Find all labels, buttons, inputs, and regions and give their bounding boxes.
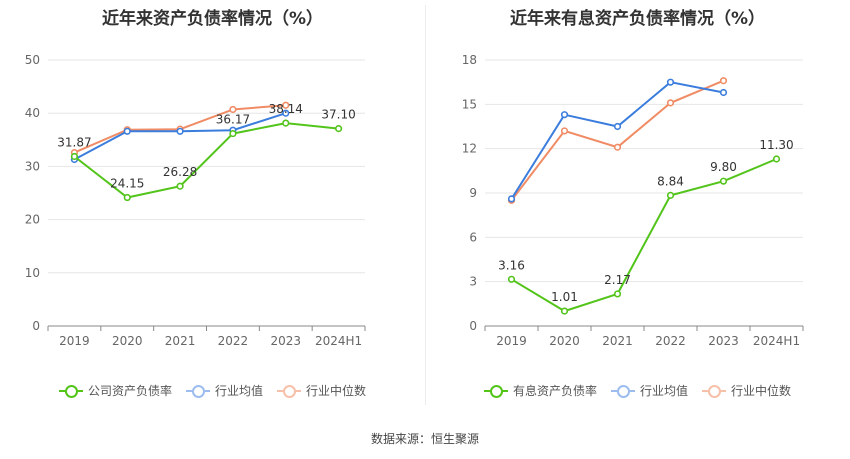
series-point-2 [613,143,622,151]
x-tick-label: 2019 [59,334,90,348]
series-point-1 [507,195,516,203]
interest-debt-ratio-chart: 近年来有息资产负债率情况（%） 0 3 6 9 12 15 18 2019 2020 2021 20… [425,0,850,430]
chart-title: 近年来资产负债率情况（%） [101,9,324,29]
series-point-2 [719,77,728,85]
legend-swatch-icon [702,384,726,398]
x-tick-label: 2020 [549,334,580,348]
series-point-2 [282,101,290,109]
x-tick-label: 2019 [496,334,527,348]
y-tick-label: 0 [32,319,40,333]
series-line-2 [510,79,724,202]
y-tick-label: 40 [25,106,40,120]
legend-item-company[interactable]: 有息资产负债率 [483,382,597,399]
legend-item-industry-median[interactable]: 行业中位数 [702,382,791,399]
x-tick-label: 2022 [655,334,686,348]
y-tick-label: 50 [25,53,40,67]
legend-swatch-icon [610,384,635,398]
series-point-1 [560,111,569,119]
legend-label: 行业均值 [639,384,688,398]
data-label: 8.84 [657,174,684,188]
x-tick-label: 2023 [270,334,301,348]
y-tick-label: 12 [462,142,477,156]
series-point-0 [123,193,131,202]
data-label: 24.15 [110,177,144,191]
x-tick-label: 2020 [112,334,143,348]
data-label: 31.87 [57,135,91,149]
legend-item-industry-median[interactable]: 行业中位数 [277,382,366,399]
series-point-0 [229,129,237,138]
legend-label: 行业均值 [214,384,263,398]
series-point-1 [123,127,131,135]
series-line-0 [73,122,339,199]
series-line-1 [73,112,287,161]
series-point-1 [282,109,290,117]
debt-ratio-plot: 0 10 20 30 40 50 2019 2020 2021 2022 2023 2024H1 31.… [25,53,366,348]
legend-label: 公司资产负债率 [87,384,172,398]
series-line-0 [510,158,777,313]
series-point-2 [666,99,675,107]
legend: 公司资产负债率 行业均值 行业中位数 [0,382,425,399]
legend-label: 行业中位数 [731,384,792,398]
y-tick-label: 20 [25,213,40,227]
chart-title: 近年来有息资产负债率情况（%） [509,9,766,29]
y-tick-label: 6 [469,230,477,244]
series-point-1 [666,78,675,86]
series-point-0 [176,182,184,190]
legend-label: 行业中位数 [306,384,367,398]
series-point-0 [772,155,781,163]
data-label: 9.80 [710,160,737,174]
series-point-1 [719,88,728,97]
y-tick-label: 9 [469,186,477,200]
series-point-0 [334,125,343,133]
chart-divider [425,5,426,405]
interest-debt-ratio-plot: 0 3 6 9 12 15 18 2019 2020 2021 2022 2023 2024H1 3.16… [462,53,804,348]
legend-item-industry-mean[interactable]: 行业均值 [610,382,688,399]
x-tick-label: 2021 [602,334,633,348]
data-label: 3.16 [498,258,525,272]
series-point-2 [560,127,569,135]
series-point-0 [719,177,728,185]
data-label: 26.28 [163,165,197,179]
legend: 有息资产负债率 行业均值 行业中位数 [425,382,850,399]
data-label: 38.14 [269,102,303,116]
series-point-0 [666,191,675,199]
data-label: 36.17 [216,113,250,127]
series-point-2 [229,105,237,114]
y-tick-label: 10 [25,266,40,280]
data-label: 2.17 [604,273,631,287]
y-tick-label: 18 [462,53,477,67]
data-label: 11.30 [759,138,793,152]
y-tick-label: 15 [462,97,477,111]
series-point-0 [613,290,622,298]
series-point-1 [176,127,184,135]
y-tick-label: 30 [25,159,40,173]
y-tick-label: 3 [469,275,477,289]
series-point-0 [282,119,290,127]
y-tick-label: 0 [469,319,477,333]
series-point-0 [70,152,79,161]
x-tick-label: 2022 [218,334,249,348]
x-tick-label: 2021 [165,334,196,348]
series-point-0 [507,275,516,283]
legend-swatch-icon [185,384,210,398]
source-note: 数据来源：恒生聚源 [370,432,479,446]
legend-swatch-icon [277,384,301,398]
x-tick-label: 2024H1 [753,334,800,348]
debt-ratio-chart: 近年来资产负债率情况（%） 0 10 20 30 40 50 2019 2020 2021 202… [0,0,425,430]
series-point-1 [613,122,622,131]
legend-item-company[interactable]: 公司资产负债率 [58,382,172,399]
x-tick-label: 2023 [708,334,739,348]
legend-swatch-icon [483,384,508,398]
legend-item-industry-mean[interactable]: 行业均值 [185,382,263,399]
x-tick-label: 2024H1 [315,334,362,348]
data-label: 1.01 [551,290,578,304]
legend-swatch-icon [58,384,83,398]
data-label: 37.10 [321,108,355,122]
legend-label: 有息资产负债率 [512,384,597,398]
series-line-1 [510,81,724,200]
series-point-0 [560,307,569,315]
